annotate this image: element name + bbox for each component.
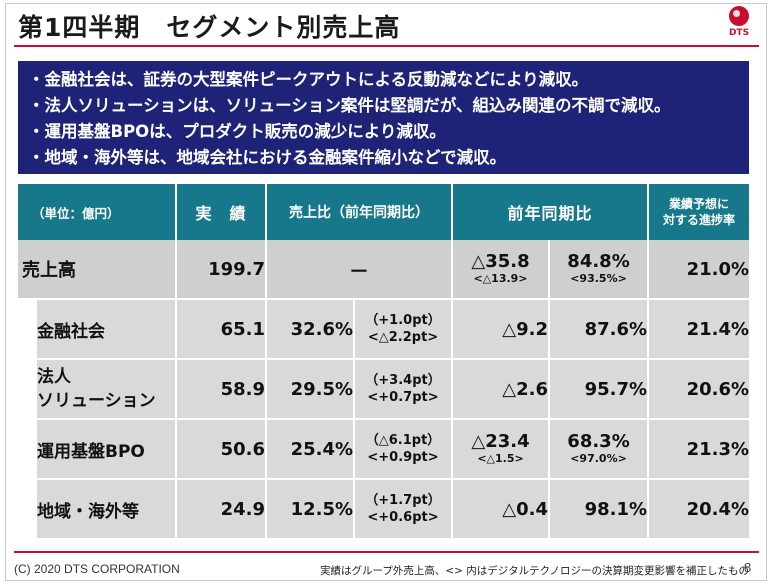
yoy-pct-cell: 84.8% <93.5%> [549, 240, 650, 300]
ratio-pt-adjusted: <△2.2pt> [367, 330, 439, 345]
yoy-diff: △23.4 [471, 431, 530, 452]
indent-cell [18, 419, 37, 480]
header-progress: 業績予想に 対する進捗率 [648, 184, 750, 240]
actual-value: 24.9 [176, 479, 268, 540]
ratio-pt-adjusted: <+0.9pt> [367, 450, 439, 465]
summary-box: ・金融社会は、証券の大型案件ピークアウトによる反動減などにより減収。 ・法人ソリ… [18, 61, 749, 174]
ratio-value: 12.5% [266, 479, 356, 540]
ratio-pt-cell: （+1.0pt） <△2.2pt> [354, 299, 454, 360]
row-name: 金融社会 [36, 299, 178, 360]
ratio-pt: （+1.0pt） [365, 313, 441, 328]
slide-title: 第1四半期 セグメント別売上高 [18, 13, 401, 42]
table-row: 法人 ソリューション 58.9 29.5% （+3.4pt） <+0.7pt> … [18, 359, 750, 420]
yoy-pct: 68.3% [567, 431, 630, 452]
yoy-diff: △9.2 [452, 299, 551, 360]
header-ratio: 売上比（前年同期比） [266, 184, 454, 240]
summary-line: ・法人ソリューションは、ソリューション案件は堅調だが、組込み関連の不調で減収。 [28, 96, 671, 115]
actual-value: 58.9 [176, 359, 268, 420]
yoy-pct: 95.7% [549, 359, 650, 420]
table-row-total: 売上高 199.7 － △35.8 <△13.9> 84.8% <93.5%> … [18, 240, 750, 300]
row-name-line1: 法人 [37, 367, 71, 387]
ratio-pt: （+1.7pt） [365, 493, 441, 508]
ratio-pt-cell: （+1.7pt） <+0.6pt> [354, 479, 454, 540]
ratio-pt: （△6.1pt） [365, 433, 441, 448]
ratio-value: 25.4% [266, 419, 356, 480]
logo-mark-icon [729, 6, 749, 26]
yoy-diff: △35.8 [471, 251, 530, 272]
table-row: 金融社会 65.1 32.6% （+1.0pt） <△2.2pt> △9.2 8… [18, 299, 750, 360]
summary-line: ・金融社会は、証券の大型案件ピークアウトによる反動減などにより減収。 [28, 70, 589, 89]
ratio-pt-adjusted: <+0.7pt> [367, 390, 439, 405]
header-yoy: 前年同期比 [452, 184, 650, 240]
indent-cell [18, 359, 37, 420]
logo-text: DTS [728, 28, 750, 38]
yoy-pct-adjusted: <97.0%> [570, 452, 627, 465]
summary-line: ・地域・海外等は、地域会社における金融案件縮小などで減収。 [28, 148, 507, 167]
header-unit: （単位：億円） [18, 184, 178, 240]
yoy-diff-adjusted: <△1.5> [477, 452, 524, 465]
header-progress-line2: 対する進捗率 [663, 213, 736, 227]
yoy-pct: 98.1% [549, 479, 650, 540]
footer-divider [14, 551, 759, 553]
row-name: 法人 ソリューション [36, 359, 178, 420]
indent-cell [18, 299, 37, 360]
row-name: 売上高 [18, 240, 178, 300]
table-row: 地域・海外等 24.9 12.5% （+1.7pt） <+0.6pt> △0.4… [18, 479, 750, 540]
table-header-row: （単位：億円） 実 績 売上比（前年同期比） 前年同期比 業績予想に 対する進捗… [18, 184, 750, 240]
ratio-dash: － [266, 240, 454, 300]
title-divider [14, 45, 759, 47]
ratio-value: 29.5% [266, 359, 356, 420]
progress-value: 21.4% [648, 299, 750, 360]
ratio-pt-adjusted: <+0.6pt> [367, 510, 439, 525]
yoy-pct-cell: 68.3% <97.0%> [549, 419, 650, 480]
copyright-text: (C) 2020 DTS CORPORATION [14, 562, 180, 576]
summary-line: ・運用基盤BPOは、プロダクト販売の減少により減収。 [28, 122, 446, 141]
header-progress-line1: 業績予想に [669, 197, 730, 211]
yoy-diff: △0.4 [452, 479, 551, 540]
yoy-diff-cell: △35.8 <△13.9> [452, 240, 551, 300]
ratio-pt-cell: （△6.1pt） <+0.9pt> [354, 419, 454, 480]
actual-value: 199.7 [176, 240, 268, 300]
yoy-diff: △2.6 [452, 359, 551, 420]
ratio-pt-cell: （+3.4pt） <+0.7pt> [354, 359, 454, 420]
segment-sales-table: （単位：億円） 実 績 売上比（前年同期比） 前年同期比 業績予想に 対する進捗… [18, 184, 750, 540]
ratio-value: 32.6% [266, 299, 356, 360]
yoy-pct-adjusted: <93.5%> [570, 272, 627, 285]
ratio-pt: （+3.4pt） [365, 373, 441, 388]
actual-value: 50.6 [176, 419, 268, 480]
actual-value: 65.1 [176, 299, 268, 360]
footnote: 実績はグループ外売上高、<> 内はデジタルテクノロジーの決算期変更影響を補正した… [320, 565, 749, 577]
table-row: 運用基盤BPO 50.6 25.4% （△6.1pt） <+0.9pt> △23… [18, 419, 750, 480]
yoy-diff-adjusted: <△13.9> [473, 272, 528, 285]
yoy-diff-cell: △23.4 <△1.5> [452, 419, 551, 480]
dts-logo: DTS [724, 6, 754, 46]
row-name: 運用基盤BPO [36, 419, 178, 480]
page-number: 8 [744, 560, 752, 575]
progress-value: 20.6% [648, 359, 750, 420]
row-name: 地域・海外等 [36, 479, 178, 540]
header-actual: 実 績 [176, 184, 268, 240]
row-name-line2: ソリューション [37, 391, 156, 411]
yoy-pct: 87.6% [549, 299, 650, 360]
progress-value: 21.0% [648, 240, 750, 300]
yoy-pct: 84.8% [567, 251, 630, 272]
progress-value: 20.4% [648, 479, 750, 540]
indent-cell [18, 479, 37, 540]
progress-value: 21.3% [648, 419, 750, 480]
